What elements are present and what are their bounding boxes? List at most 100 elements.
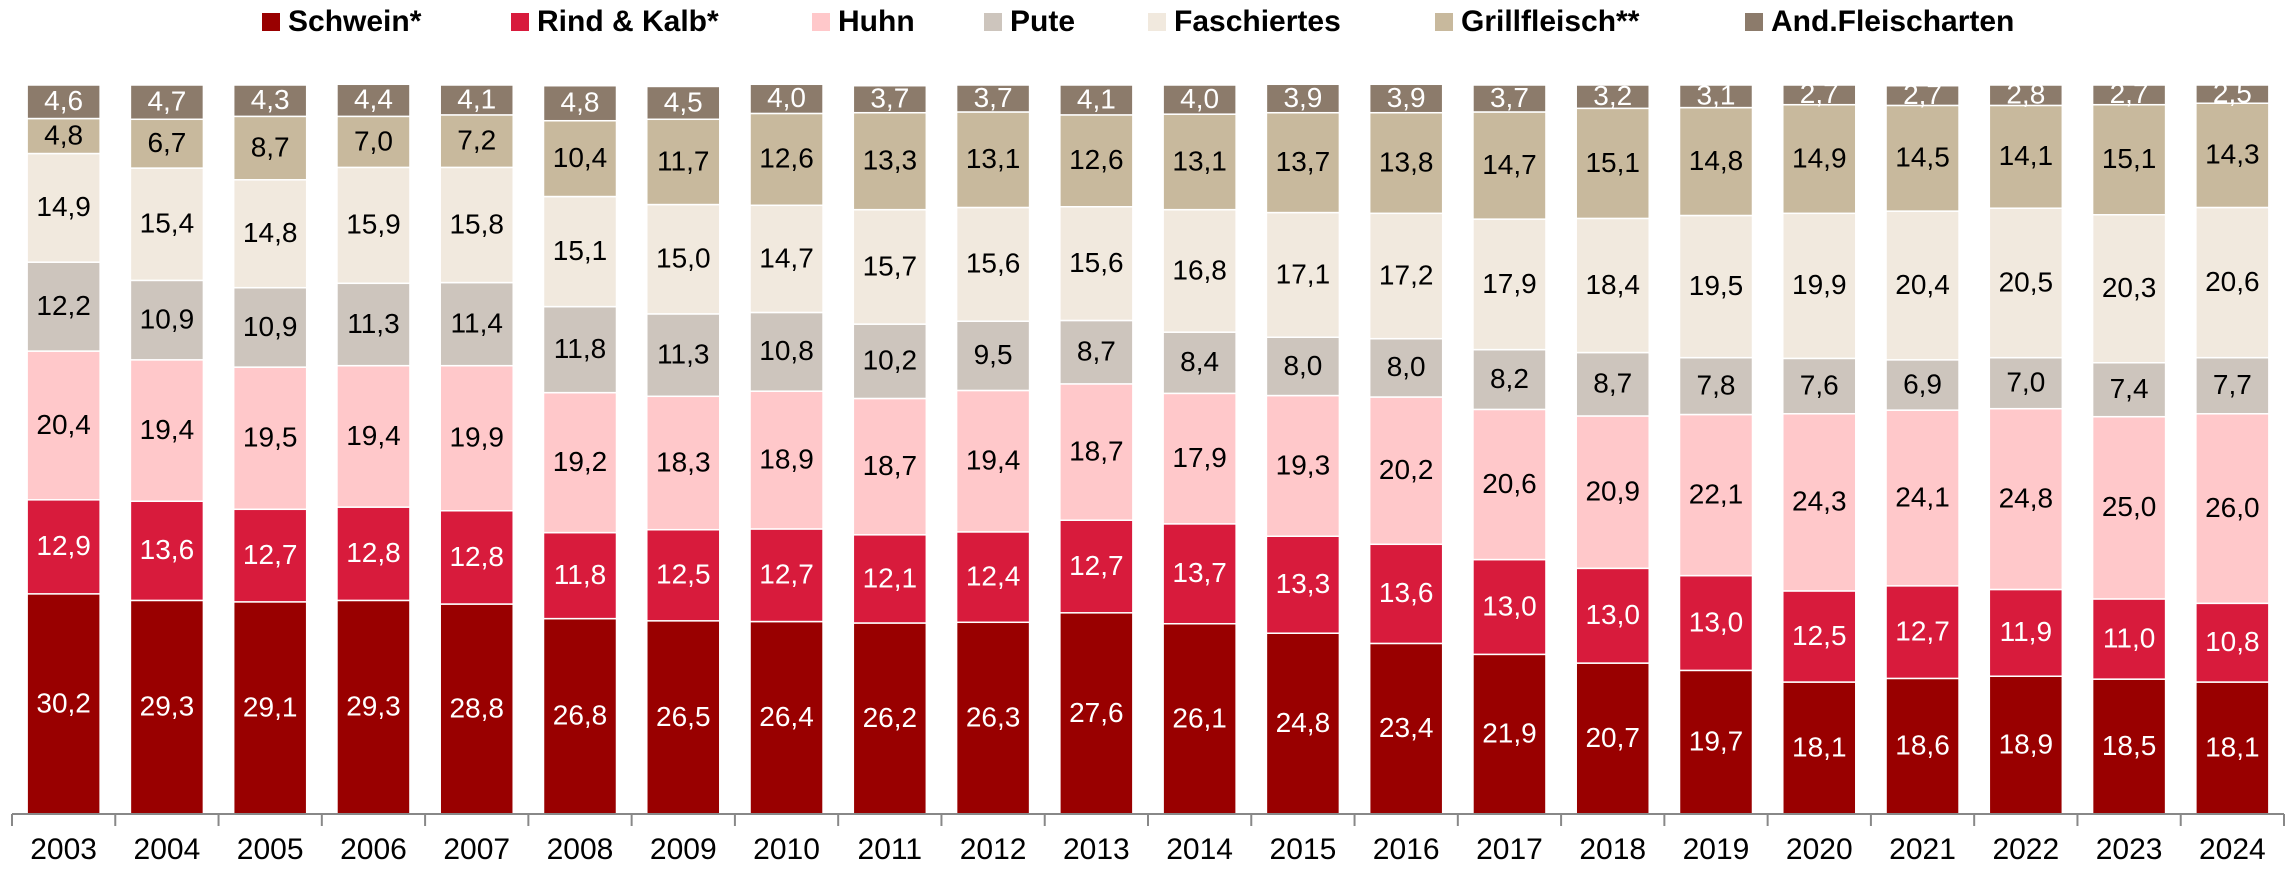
bar-segment [1988, 407, 2064, 591]
data-label: 24,8 [1276, 707, 1331, 738]
data-label: 13,3 [863, 145, 918, 176]
data-label: 10,9 [140, 303, 195, 334]
data-label: 2,7 [1800, 78, 1839, 109]
bar-segment [129, 500, 205, 602]
data-label: 8,0 [1283, 350, 1322, 381]
bar-segment [439, 509, 514, 605]
bar-segment [955, 389, 1031, 533]
data-label: 18,7 [1069, 435, 1124, 466]
data-label: 12,6 [1069, 144, 1124, 175]
bar-segment [646, 118, 721, 206]
bar-segment [955, 206, 1031, 322]
data-label: 17,1 [1276, 258, 1331, 289]
data-label: 8,7 [1077, 336, 1116, 367]
data-label: 15,8 [449, 208, 504, 239]
bar-segment [852, 84, 928, 114]
bar-segment [1472, 653, 1547, 815]
data-label: 3,7 [870, 83, 909, 114]
data-label: 12,1 [863, 562, 918, 593]
bar-segment [439, 84, 514, 116]
data-label: 18,9 [1999, 729, 2054, 760]
bar-segment [1885, 409, 1960, 587]
legend-swatch [984, 13, 1002, 31]
bar-segment [1368, 543, 1444, 645]
data-label: 18,1 [1792, 731, 1847, 762]
data-label: 12,2 [36, 290, 91, 321]
data-label: 17,9 [1172, 442, 1227, 473]
bar-segment [1782, 84, 1857, 106]
bar-segment [1265, 211, 1341, 338]
bar-segment [1368, 396, 1444, 546]
data-label: 20,6 [1482, 468, 1537, 499]
data-label: 13,1 [966, 143, 1021, 174]
data-label: 7,7 [2213, 369, 2252, 400]
bar-segment [1265, 111, 1341, 214]
x-tick-label: 2020 [1786, 833, 1853, 866]
data-label: 11,8 [554, 333, 606, 364]
data-label: 12,7 [1895, 616, 1950, 647]
data-label: 17,9 [1482, 268, 1537, 299]
x-tick-label: 2007 [443, 833, 510, 866]
data-label: 18,4 [1585, 269, 1640, 300]
data-label: 4,7 [147, 86, 186, 117]
data-label: 7,2 [457, 125, 496, 156]
bar-segment [2195, 206, 2270, 359]
bar-segment [336, 83, 411, 118]
data-label: 11,9 [2000, 616, 2052, 647]
data-label: 14,1 [1999, 140, 2054, 171]
data-label: 13,0 [1689, 606, 1744, 637]
data-label: 10,2 [863, 345, 918, 376]
bar-segment [232, 601, 308, 815]
data-label: 11,7 [657, 145, 709, 176]
bar-segment [1368, 212, 1444, 340]
bar-segment [26, 499, 101, 595]
bar-segment [1368, 337, 1444, 398]
data-label: 23,4 [1379, 712, 1434, 743]
x-tick-label: 2010 [753, 833, 820, 866]
data-label: 14,5 [1895, 142, 1950, 173]
data-label: 26,2 [863, 702, 918, 733]
data-label: 2,7 [2110, 78, 2149, 109]
bar-segment [232, 179, 308, 289]
bar-segment [1265, 394, 1341, 538]
data-label: 18,3 [656, 446, 711, 477]
bar-segment [1988, 84, 2064, 107]
bar-segment [1472, 111, 1547, 220]
bar-segment [1059, 319, 1134, 385]
bar-segment [1678, 106, 1754, 217]
bar-segment [2195, 356, 2270, 415]
bar-segment [1988, 207, 2064, 359]
bar-segment [2091, 598, 2167, 680]
bar-segment [1678, 84, 1754, 109]
bar-segment [749, 620, 824, 815]
data-label: 27,6 [1069, 697, 1124, 728]
bar-segment [1059, 383, 1134, 521]
data-label: 25,0 [2102, 491, 2157, 522]
bar-segment [852, 397, 928, 536]
bar-segment [542, 84, 618, 122]
bar-segment [1575, 415, 1650, 570]
bar-segment [852, 534, 928, 624]
legend-label: Grillfleisch** [1461, 5, 1640, 38]
bar-segment [1575, 662, 1650, 815]
data-label: 13,3 [1276, 568, 1331, 599]
data-label: 12,7 [1069, 550, 1124, 581]
data-label: 11,0 [2103, 622, 2155, 653]
bar-segment [2091, 103, 2167, 216]
data-label: 12,4 [966, 560, 1021, 591]
data-label: 4,0 [767, 82, 806, 113]
bar-segment [336, 282, 411, 367]
bar-segment [129, 359, 205, 503]
bar-segment [2091, 84, 2167, 106]
data-label: 15,1 [1585, 147, 1640, 178]
bar-segment [232, 508, 308, 603]
data-label: 11,3 [657, 338, 709, 369]
bar-segment [129, 167, 205, 282]
data-label: 19,4 [346, 420, 401, 451]
data-label: 26,5 [656, 701, 711, 732]
data-label: 29,3 [140, 691, 195, 722]
bar-segment [1368, 111, 1444, 215]
bar-segment [1575, 84, 1650, 110]
data-label: 15,7 [863, 250, 918, 281]
data-label: 8,7 [1593, 368, 1632, 399]
